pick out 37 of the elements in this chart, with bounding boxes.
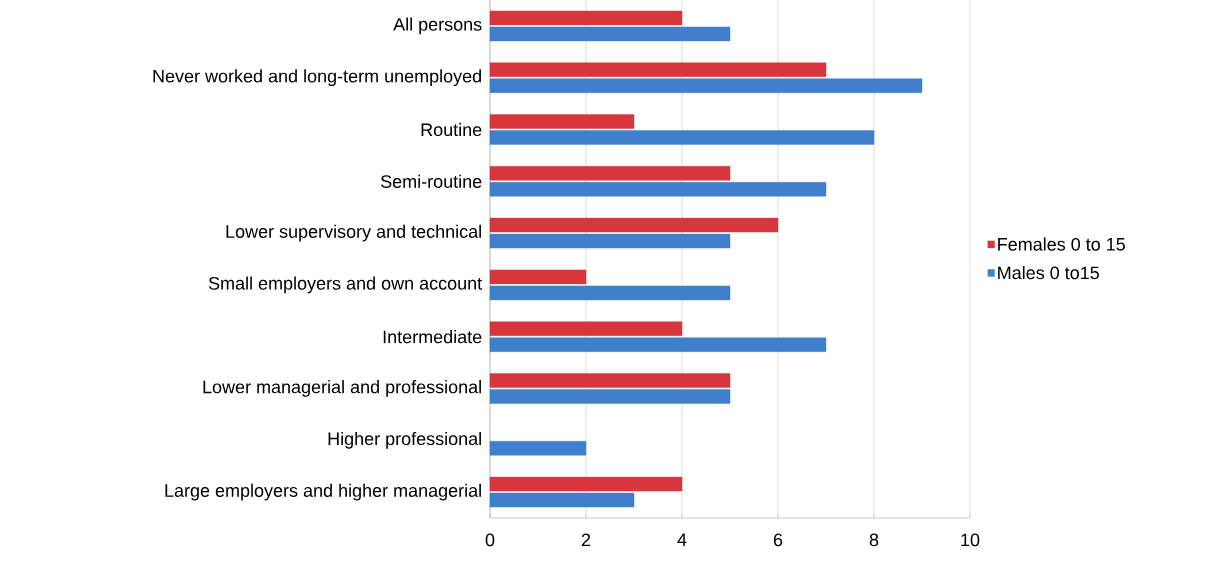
y-tick-label: Never worked and long-term unemployed	[153, 69, 481, 87]
bar	[489, 373, 731, 388]
y-tick-label: Small employers and own account	[208, 276, 483, 294]
bar	[489, 10, 683, 26]
y-tick-label: All persons	[393, 17, 482, 35]
bar	[489, 233, 731, 249]
bar	[489, 476, 683, 492]
x-tick-label: 10	[961, 533, 980, 547]
bar	[489, 321, 683, 336]
bar	[489, 62, 827, 77]
bar	[489, 182, 827, 197]
bar	[489, 26, 731, 42]
bar	[489, 217, 779, 233]
y-tick-label: Routine	[421, 122, 482, 137]
bar	[489, 285, 731, 301]
y-tick-label: Lower managerial and professional	[203, 380, 481, 397]
bar	[489, 389, 731, 404]
y-tick-label: Semi-routine	[380, 174, 482, 188]
y-tick-label: Intermediate	[383, 330, 482, 344]
bar	[489, 441, 587, 456]
x-tick-label: 8	[869, 533, 879, 547]
y-tick-label: Higher professional	[328, 431, 481, 449]
x-tick-label: 2	[581, 533, 591, 547]
y-tick-label: Lower supervisory and technical	[226, 224, 481, 242]
bar	[489, 269, 587, 285]
x-tick-label: 4	[677, 533, 687, 546]
y-tick-label: Large employers and higher managerial	[165, 483, 481, 501]
bar	[489, 492, 635, 508]
legend-label: Males 0 to15	[998, 265, 1099, 280]
x-tick-label: 6	[773, 533, 783, 547]
bar	[489, 114, 635, 129]
bar	[489, 337, 827, 352]
legend-label: Females 0 to 15	[998, 237, 1125, 251]
bar	[489, 166, 731, 181]
x-tick-label: 0	[485, 533, 495, 547]
bar	[489, 130, 875, 145]
bar	[489, 78, 923, 93]
